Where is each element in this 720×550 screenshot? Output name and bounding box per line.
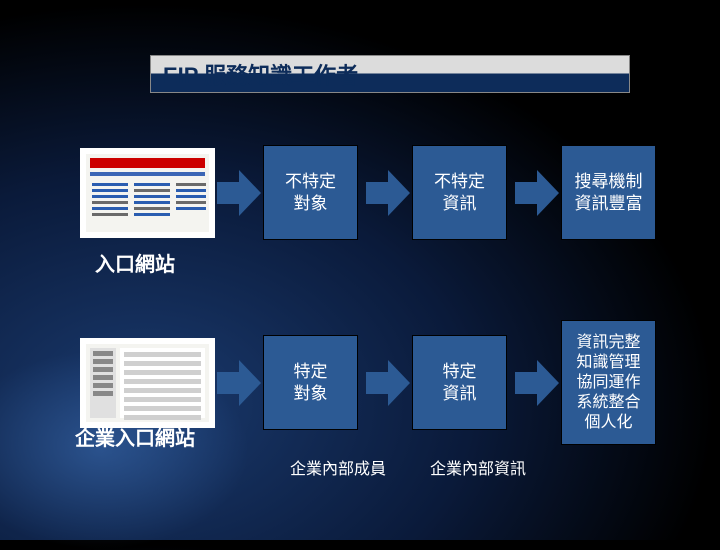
arrow-icon [515, 170, 559, 216]
sublabel-info: 企業內部資訊 [430, 455, 526, 479]
box-line: 特定 [443, 361, 477, 382]
box-line: 個人化 [584, 413, 632, 433]
row-label-enterprise: 企業入口網站 [75, 422, 195, 451]
box-line: 資訊豐富 [575, 193, 643, 214]
page-title: EIP 服務知識工作者 [163, 58, 358, 90]
row-label-public: 入口網站 [95, 248, 175, 277]
arrow-icon [366, 170, 410, 216]
box-line: 資訊完整 [576, 333, 640, 353]
box-line: 系統整合 [576, 393, 640, 413]
box-line: 對象 [294, 383, 328, 404]
flow-row-public: 不特定 對象 不特定 資訊 搜尋機制 資訊豐富 [80, 145, 656, 240]
box-line: 不特定 [434, 171, 485, 192]
box-line: 資訊 [443, 383, 477, 404]
box-line: 資訊 [443, 193, 477, 214]
arrow-icon [366, 360, 410, 406]
arrow-icon [515, 360, 559, 406]
box-line: 知識管理 [576, 353, 640, 373]
box-line: 對象 [294, 193, 328, 214]
box-specified-target: 特定 對象 [263, 335, 358, 430]
box-unspecified-info: 不特定 資訊 [412, 145, 507, 240]
title-bar: EIP 服務知識工作者 [150, 55, 630, 93]
box-line: 協同運作 [576, 373, 640, 393]
box-enterprise-features: 資訊完整 知識管理 協同運作 系統整合 個人化 [561, 320, 656, 445]
thumbnail-portal [80, 148, 215, 238]
box-search-rich: 搜尋機制 資訊豐富 [561, 145, 656, 240]
box-line: 不特定 [285, 171, 336, 192]
box-unspecified-target: 不特定 對象 [263, 145, 358, 240]
sublabel-members: 企業內部成員 [290, 455, 386, 479]
box-line: 特定 [294, 361, 328, 382]
thumbnail-enterprise [80, 338, 215, 428]
box-specified-info: 特定 資訊 [412, 335, 507, 430]
box-line: 搜尋機制 [575, 171, 643, 192]
arrow-icon [217, 360, 261, 406]
arrow-icon [217, 170, 261, 216]
